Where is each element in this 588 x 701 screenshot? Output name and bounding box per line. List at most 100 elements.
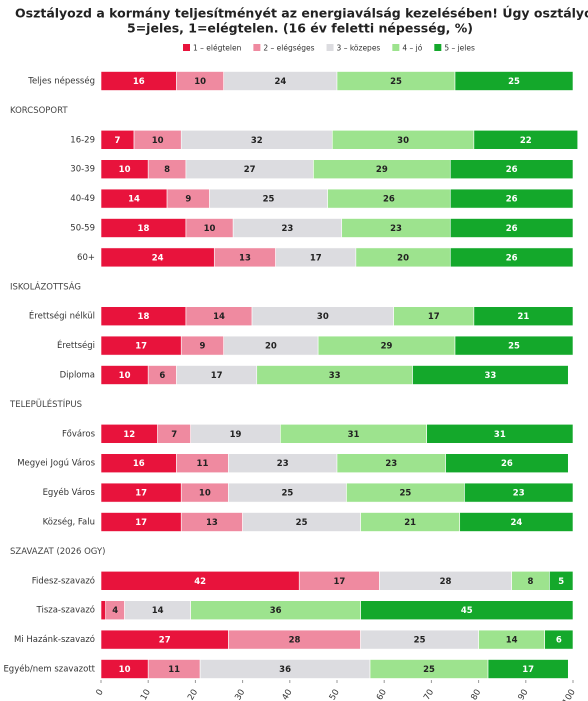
data-label: 32 (251, 136, 263, 146)
data-label: 45 (461, 606, 473, 616)
y-tick-label: 40-49 (70, 194, 95, 204)
data-label: 17 (135, 489, 147, 499)
group-header: TELEPÜLÉSTÍPUS (9, 398, 82, 410)
legend-label: 1 – elégtelen (193, 44, 242, 53)
data-label: 31 (494, 430, 506, 440)
data-label: 25 (400, 489, 412, 499)
y-tick-label: Egyéb Város (43, 487, 96, 498)
bar-segment (449, 247, 574, 268)
data-label: 9 (185, 195, 191, 205)
group-header: KORCSOPORT (10, 106, 68, 116)
group-header: ISKOLÁZOTTSÁG (10, 280, 81, 292)
data-label: 4 (112, 606, 118, 616)
x-tick-label: 20 (186, 688, 200, 701)
bar-segment (487, 659, 569, 679)
bar-segment (464, 482, 574, 503)
data-label: 10 (194, 77, 206, 87)
data-label: 29 (376, 165, 388, 175)
data-label: 7 (171, 430, 177, 440)
data-label: 7 (115, 136, 121, 146)
data-label: 25 (296, 518, 308, 528)
data-label: 17 (333, 577, 345, 587)
data-label: 6 (159, 371, 165, 381)
bar-segment (459, 512, 574, 532)
data-label: 5 (558, 577, 564, 587)
y-tick-label: Főváros (62, 429, 96, 439)
data-label: 30 (317, 312, 329, 322)
legend-label: 5 – jeles (444, 44, 475, 53)
data-label: 25 (423, 665, 435, 675)
data-label: 21 (404, 518, 416, 528)
data-label: 17 (211, 371, 223, 381)
data-label: 24 (510, 518, 522, 528)
y-tick-label: Megyei Jogú Város (17, 459, 95, 469)
x-tick-label: 100 (561, 688, 578, 701)
x-tick-label: 30 (233, 688, 247, 701)
data-label: 17 (135, 342, 147, 352)
data-label: 23 (390, 224, 402, 234)
bar-segment (445, 453, 569, 474)
data-label: 17 (522, 665, 534, 675)
bar-segment (454, 71, 574, 91)
legend-swatch (434, 44, 442, 51)
data-label: 11 (197, 459, 209, 469)
bar-segment (449, 218, 574, 238)
data-label: 28 (289, 636, 301, 646)
data-label: 36 (270, 606, 282, 616)
data-label: 9 (200, 342, 206, 352)
data-label: 17 (135, 518, 147, 528)
data-label: 10 (204, 224, 216, 234)
data-label: 26 (506, 253, 518, 263)
data-label: 27 (244, 165, 256, 175)
data-label: 26 (506, 195, 518, 205)
y-tick-label: 50-59 (70, 224, 95, 234)
data-label: 25 (508, 342, 520, 352)
legend-swatch (183, 44, 190, 51)
data-label: 29 (381, 342, 393, 352)
data-label: 23 (513, 489, 525, 499)
data-label: 33 (329, 371, 341, 381)
x-tick-label: 80 (469, 688, 483, 701)
y-tick-label: Érettségi (57, 339, 95, 351)
legend-label: 4 – jó (402, 44, 422, 53)
data-label: 10 (119, 665, 131, 675)
data-label: 25 (508, 77, 520, 87)
y-tick-label: Érettségi nélkül (29, 310, 95, 322)
data-label: 23 (385, 459, 397, 469)
data-label: 8 (164, 165, 170, 175)
data-label: 10 (199, 489, 211, 499)
data-label: 25 (390, 77, 402, 87)
data-label: 21 (518, 312, 530, 322)
data-label: 11 (168, 665, 180, 675)
y-tick-label: Teljes népesség (27, 76, 95, 87)
data-label: 23 (277, 459, 289, 469)
bar-segment (473, 130, 579, 150)
x-tick-label: 10 (139, 688, 153, 701)
chart-subtitle: 5=jeles, 1=elégtelen. (16 év feletti nép… (127, 21, 473, 36)
bar-segment (449, 159, 574, 179)
data-label: 17 (310, 253, 322, 263)
data-label: 8 (528, 577, 534, 587)
y-tick-label: Mi Hazánk-szavazó (14, 634, 95, 645)
data-label: 25 (263, 195, 275, 205)
bar-segment (360, 600, 574, 621)
bar-segment (412, 365, 569, 385)
data-label: 27 (159, 636, 171, 646)
y-tick-label: Község, Falu (43, 517, 95, 528)
data-label: 14 (128, 195, 140, 205)
y-tick-label: 16-29 (70, 135, 95, 145)
data-label: 22 (520, 136, 532, 146)
y-tick-label: 30-39 (70, 165, 95, 175)
data-label: 13 (206, 518, 218, 528)
data-label: 36 (279, 665, 291, 675)
data-label: 42 (194, 577, 206, 587)
data-label: 23 (282, 224, 294, 234)
data-label: 24 (274, 77, 286, 87)
data-label: 12 (123, 430, 135, 440)
legend-label: 2 – elégséges (263, 44, 314, 53)
x-tick-label: 40 (280, 688, 294, 701)
bar-segment (544, 629, 574, 650)
legend-swatch (326, 44, 334, 51)
x-tick-label: 70 (422, 688, 436, 701)
data-label: 26 (383, 195, 395, 205)
